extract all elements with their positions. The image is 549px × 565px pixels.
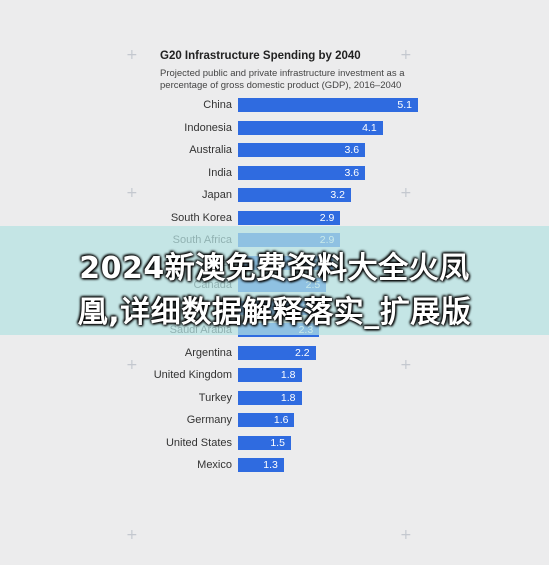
bar-value-label: 1.3 <box>263 459 278 471</box>
chart-title: G20 Infrastructure Spending by 2040 <box>160 50 361 62</box>
bar <box>238 165 366 180</box>
grid-plus-icon: + <box>400 527 412 543</box>
bar-value-label: 2.9 <box>319 211 335 224</box>
bar <box>238 210 341 225</box>
banner-headline-line-2: 凰,详细数据解释落实_扩展版 <box>77 295 472 330</box>
grid-plus-icon: + <box>126 357 138 373</box>
grid-plus-icon: + <box>400 357 412 373</box>
overlay-banner <box>0 226 549 335</box>
category-label: India <box>208 166 232 179</box>
bar <box>238 368 302 382</box>
bar-value-label: 4.1 <box>362 121 377 134</box>
grid-plus-icon: + <box>126 47 138 63</box>
category-label: United Kingdom <box>153 369 232 381</box>
category-label: Mexico <box>197 459 232 471</box>
bar <box>238 120 383 135</box>
bar-value-label: 2.2 <box>295 346 310 359</box>
bar-value-label: 1.6 <box>273 414 289 426</box>
banner-headline-line-1: 2024新澳免费资料大全火凤 <box>79 251 470 286</box>
bar <box>238 390 302 405</box>
bar <box>238 458 284 472</box>
bar-value-label: 3.6 <box>344 144 360 156</box>
category-label: Argentina <box>184 346 232 359</box>
bar-value-label: 3.2 <box>330 189 345 201</box>
category-label: Germany <box>186 414 232 426</box>
bar <box>238 188 351 202</box>
bar <box>238 345 316 360</box>
grid-plus-icon: + <box>126 185 138 201</box>
bar <box>238 435 291 450</box>
grid-plus-icon: + <box>126 527 138 543</box>
bar-value-label: 1.8 <box>280 391 296 404</box>
bar <box>238 413 295 427</box>
bar-value-label: 5.1 <box>397 99 412 111</box>
category-label: Indonesia <box>184 121 232 134</box>
chart-subtitle: Projected public and private infrastruct… <box>160 68 405 91</box>
bar <box>238 143 366 157</box>
category-label: Turkey <box>198 391 232 404</box>
bar-value-label: 3.6 <box>344 166 360 179</box>
bar-value-label: 1.8 <box>280 369 296 381</box>
category-label: United States <box>165 436 232 449</box>
bar-value-label: 1.5 <box>270 436 285 449</box>
bar <box>238 98 418 112</box>
category-label: Australia <box>189 144 232 156</box>
category-label: China <box>203 99 232 111</box>
category-label: Japan <box>202 189 232 201</box>
grid-plus-icon: + <box>400 47 412 63</box>
grid-plus-icon: + <box>400 185 412 201</box>
category-label: South Korea <box>170 211 232 224</box>
